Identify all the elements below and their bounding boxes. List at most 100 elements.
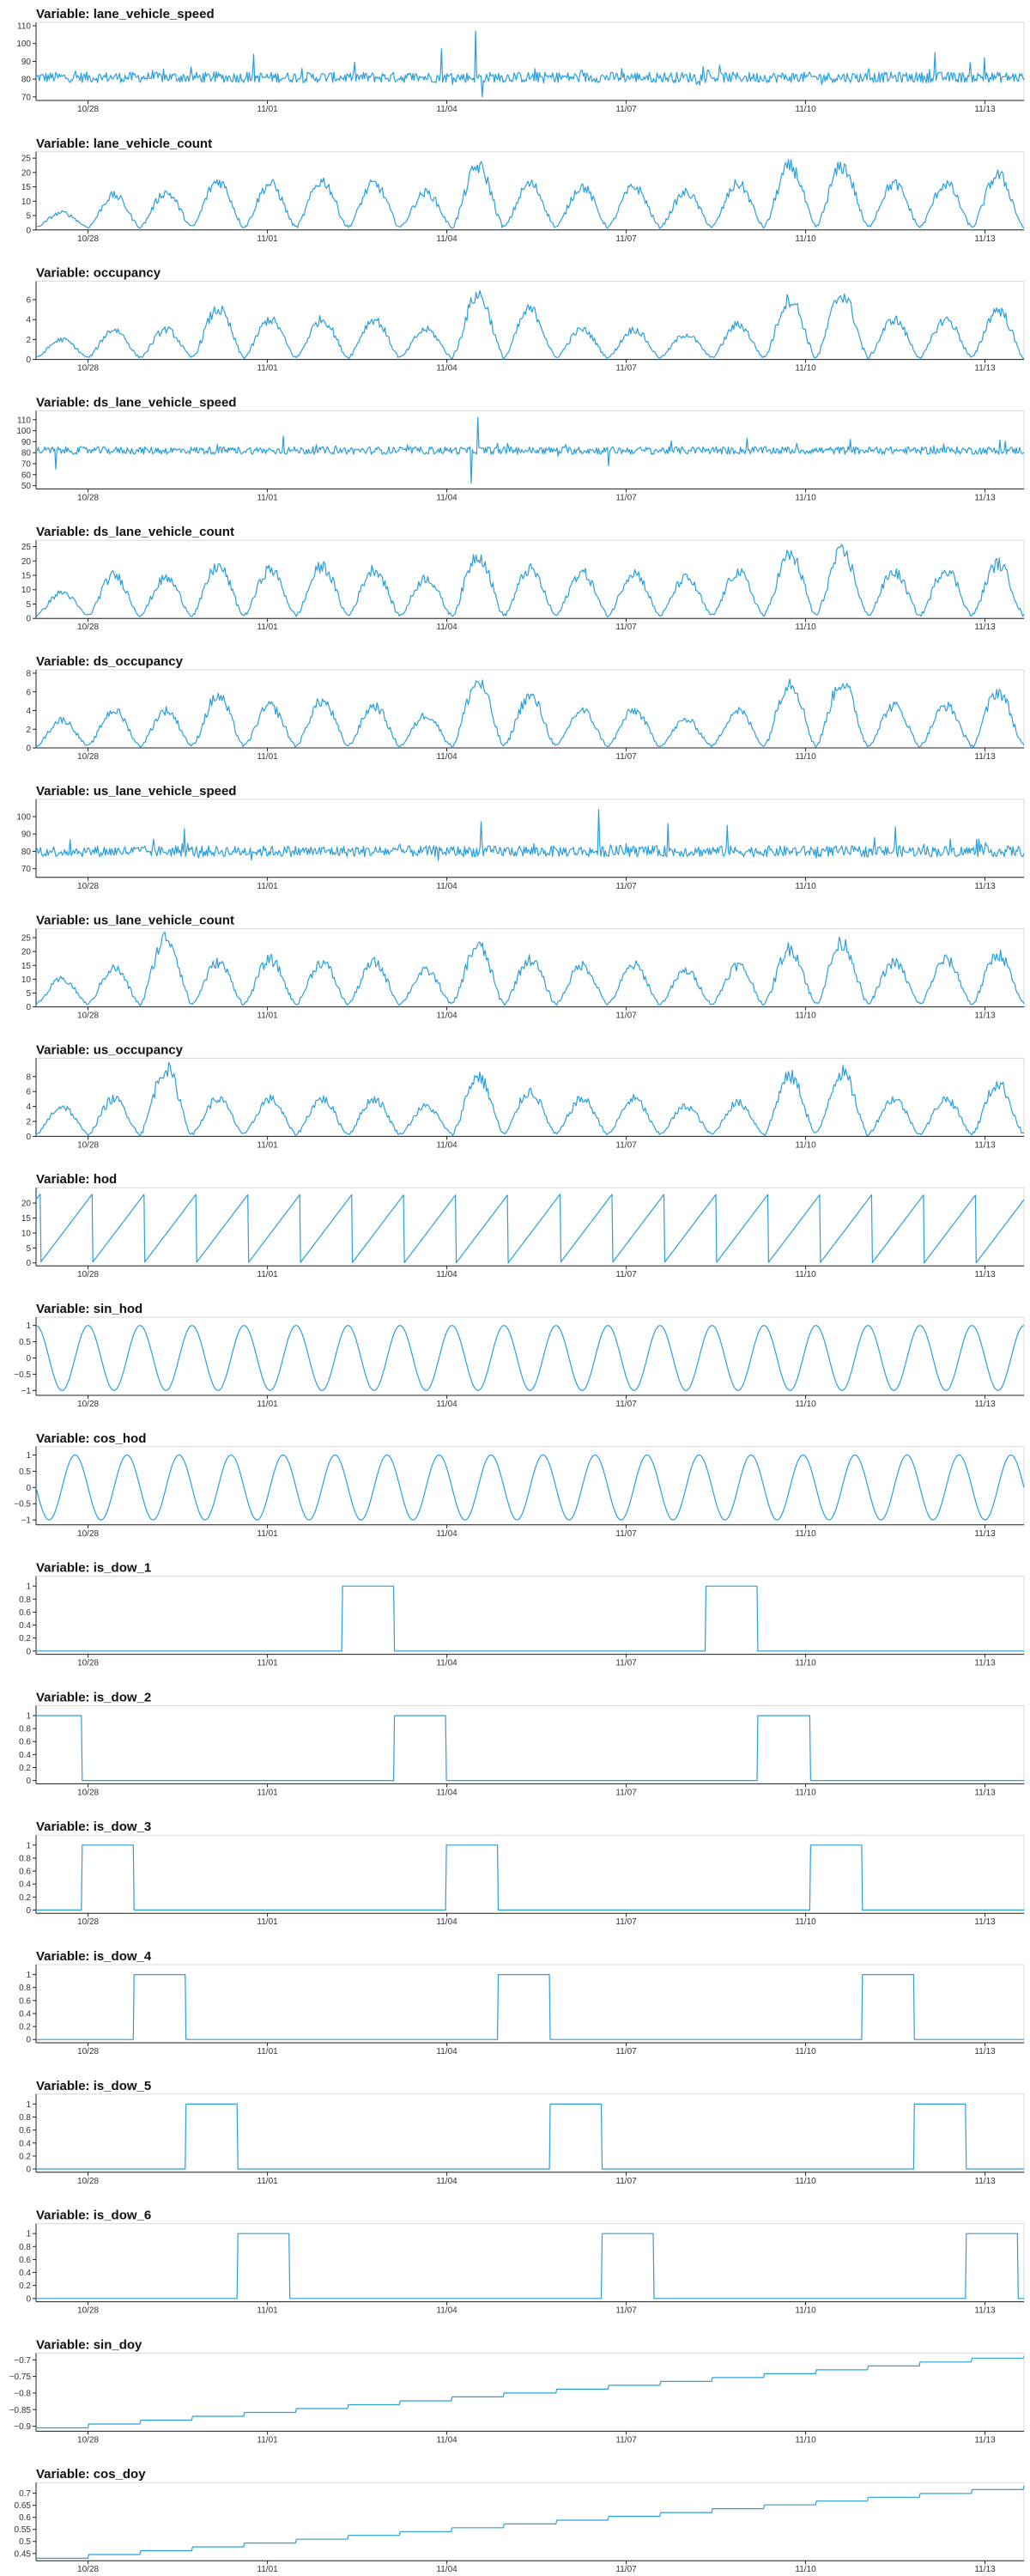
x-tick-label: 11/13 xyxy=(974,1659,996,1668)
y-tick-label: 10 xyxy=(21,1229,32,1238)
y-tick-label: 0 xyxy=(26,2166,31,2175)
y-tick-label: 0 xyxy=(26,226,31,235)
chart-panel: Variable: is_dow_6 0 0.2 0.4 0.6 0.8 1 10/28 11/… xyxy=(19,2208,1025,2316)
x-tick-label: 11/04 xyxy=(436,2047,457,2057)
y-tick-label: 90 xyxy=(21,830,32,840)
x-tick-label: 11/04 xyxy=(436,1788,457,1797)
x-tick-label: 10/28 xyxy=(77,623,99,632)
y-tick-label: 0.2 xyxy=(19,2281,31,2291)
x-tick-label: 11/10 xyxy=(795,882,816,891)
plot-frame xyxy=(35,1316,1025,1396)
chart-panel: Variable: lane_vehicle_speed 70 80 90 100 110… xyxy=(16,7,1025,114)
x-tick-label: 11/07 xyxy=(615,1917,637,1927)
y-tick-label: 0.8 xyxy=(19,2113,31,2123)
y-tick-label: 0.6 xyxy=(19,1868,31,1877)
plot-frame xyxy=(35,2093,1025,2173)
y-tick-label: 2 xyxy=(26,1118,31,1127)
y-tick-label: 4 xyxy=(26,316,31,325)
x-tick-label: 10/28 xyxy=(77,1659,99,1668)
chart-panel: Variable: is_dow_1 0 0.2 0.4 0.6 0.8 1 10/28 11/… xyxy=(19,1561,1025,1668)
y-tick-label: 0.2 xyxy=(19,2023,31,2032)
x-tick-label: 10/28 xyxy=(77,2306,99,2316)
x-tick-label: 11/01 xyxy=(257,1012,278,1021)
x-tick-label: 11/13 xyxy=(974,1270,996,1279)
x-tick-label: 11/13 xyxy=(974,1400,996,1409)
x-tick-label: 11/07 xyxy=(615,623,637,632)
y-tick-label: 0.4 xyxy=(19,1621,31,1631)
y-tick-label: 1 xyxy=(26,1841,31,1850)
y-tick-label: −0.9 xyxy=(14,2422,31,2432)
y-tick-label: 0.2 xyxy=(19,1893,31,1903)
y-tick-label: 15 xyxy=(21,183,32,192)
x-tick-label: 11/10 xyxy=(795,1917,816,1927)
panel-title: Variable: is_dow_2 xyxy=(36,1690,151,1704)
series-line xyxy=(35,289,1025,361)
y-tick-label: 0.5 xyxy=(19,1338,31,1347)
x-tick-label: 11/04 xyxy=(436,2435,457,2445)
x-tick-label: 11/04 xyxy=(436,105,457,114)
y-tick-label: 0.4 xyxy=(19,1751,31,1760)
series-line xyxy=(35,1061,1025,1137)
x-tick-label: 11/13 xyxy=(974,1140,996,1150)
series-line xyxy=(35,30,1025,98)
x-tick-label: 10/28 xyxy=(77,2435,99,2445)
plot-frame xyxy=(35,928,1025,1008)
x-tick-label: 11/07 xyxy=(615,882,637,891)
y-tick-label: 5 xyxy=(26,600,31,610)
y-tick-label: 1 xyxy=(26,2230,31,2239)
x-tick-label: 11/10 xyxy=(795,1012,816,1021)
y-tick-label: 8 xyxy=(26,670,31,679)
y-tick-label: 50 xyxy=(21,482,32,491)
y-tick-label: 0.2 xyxy=(19,1764,31,1773)
x-tick-label: 11/13 xyxy=(974,1917,996,1927)
series-line xyxy=(35,1325,1025,1391)
y-tick-label: 10 xyxy=(21,975,32,985)
y-tick-label: 1 xyxy=(26,1583,31,1592)
plot-frame xyxy=(35,2352,1025,2432)
x-tick-label: 11/07 xyxy=(615,1659,637,1668)
y-tick-label: 0 xyxy=(26,2294,31,2304)
chart-panel: Variable: is_dow_4 0 0.2 0.4 0.6 0.8 1 10/28 11/… xyxy=(19,1949,1025,2057)
x-tick-label: 10/28 xyxy=(77,2047,99,2057)
series-line xyxy=(36,1585,1024,1652)
plot-frame xyxy=(35,1704,1025,1784)
x-tick-label: 11/01 xyxy=(257,1400,278,1409)
y-tick-label: 70 xyxy=(21,865,32,874)
y-tick-label: 80 xyxy=(21,848,32,857)
series-line xyxy=(36,2233,1024,2300)
series-line xyxy=(36,2356,1025,2429)
chart-panel: Variable: is_dow_5 0 0.2 0.4 0.6 0.8 1 10/28 11/… xyxy=(19,2079,1025,2186)
y-tick-label: 4 xyxy=(26,1103,31,1112)
y-tick-label: 90 xyxy=(21,438,32,447)
y-tick-label: 15 xyxy=(21,962,32,971)
x-tick-label: 11/07 xyxy=(615,2306,637,2316)
x-tick-label: 11/01 xyxy=(257,2177,278,2186)
chart-panel: Variable: sin_hod −1 −0.5 0 0.5 1 10/28 11/01 11… xyxy=(14,1302,1025,1409)
series-line xyxy=(35,932,1025,1006)
x-tick-label: 10/28 xyxy=(77,234,99,244)
x-tick-label: 11/10 xyxy=(795,1529,816,1539)
series-line xyxy=(36,1844,1024,1911)
y-tick-label: 5 xyxy=(26,989,31,999)
y-tick-label: 0 xyxy=(26,615,31,624)
x-tick-label: 11/10 xyxy=(795,1788,816,1797)
x-tick-label: 11/10 xyxy=(795,2306,816,2316)
plot-frame xyxy=(35,1834,1025,1914)
series-line xyxy=(35,416,1025,484)
panel-title: Variable: ds_lane_vehicle_count xyxy=(36,525,234,539)
panel-title: Variable: ds_occupancy xyxy=(36,654,184,669)
y-tick-label: 0 xyxy=(26,1647,31,1656)
x-tick-label: 11/07 xyxy=(615,2047,637,2057)
y-tick-label: 0.4 xyxy=(19,2139,31,2148)
x-tick-label: 11/01 xyxy=(257,2306,278,2316)
x-tick-label: 11/13 xyxy=(974,2565,996,2574)
y-tick-label: 0.8 xyxy=(19,1984,31,1993)
y-tick-label: 100 xyxy=(16,39,31,49)
x-tick-label: 10/28 xyxy=(77,1788,99,1797)
x-tick-label: 11/13 xyxy=(974,882,996,891)
x-tick-label: 10/28 xyxy=(77,1270,99,1279)
series-line xyxy=(36,2486,1025,2559)
y-tick-label: 0.45 xyxy=(15,2549,32,2559)
series-line xyxy=(35,159,1025,229)
plot-frame xyxy=(35,21,1025,101)
